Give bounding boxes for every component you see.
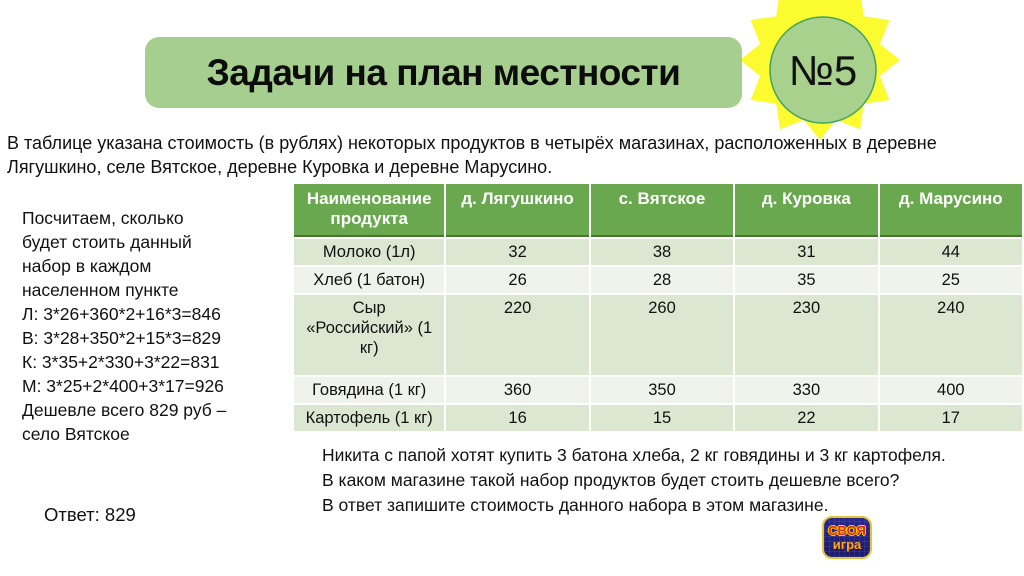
question-line-2: В каком магазине такой набор продуктов б… (322, 470, 900, 490)
solution-line: набор в каждом (22, 256, 152, 276)
table-row: Сыр «Российский» (1 кг) 220 260 230 240 (294, 295, 1022, 375)
logo-text-top: СВОЯ (828, 522, 866, 538)
badge-circle (769, 16, 877, 124)
table-row: Картофель (1 кг) 16 15 22 17 (294, 405, 1022, 431)
price-cell: 44 (879, 239, 1022, 265)
intro-line-1: В таблице указана стоимость (в рублях) н… (7, 133, 937, 153)
price-cell: 28 (590, 267, 734, 293)
product-name-cell: Молоко (1л) (294, 239, 445, 265)
header-vyatskoe: с. Вятское (590, 184, 734, 237)
product-name-cell: Хлеб (1 батон) (294, 267, 445, 293)
product-name-cell: Говядина (1 кг) (294, 377, 445, 403)
table-header-row: Наименование продукта д. Лягушкино с. Вя… (294, 184, 1022, 237)
question-text: Никита с папой хотят купить 3 батона хле… (322, 443, 946, 518)
table-row: Хлеб (1 батон) 26 28 35 25 (294, 267, 1022, 293)
solution-line: В: 3*28+350*2+15*3=829 (22, 328, 222, 348)
solution-note: Посчитаем, сколько будет стоить данный н… (22, 206, 226, 446)
price-cell: 35 (735, 267, 878, 293)
price-cell: 26 (446, 267, 589, 293)
solution-line: Л: 3*26+360*2+16*3=846 (22, 304, 221, 324)
price-cell: 360 (446, 377, 589, 403)
logo-text-bottom: игра (832, 536, 862, 552)
badge-number: №5 (789, 47, 857, 94)
price-cell: 32 (446, 239, 589, 265)
price-cell: 230 (735, 295, 878, 375)
price-cell: 15 (590, 405, 734, 431)
price-cell: 22 (735, 405, 878, 431)
header-product: Наименование продукта (294, 184, 445, 237)
price-cell: 38 (590, 239, 734, 265)
price-cell: 350 (590, 377, 734, 403)
solution-line: К: 3*35+2*330+3*22=831 (22, 352, 220, 372)
price-cell: 330 (735, 377, 878, 403)
header-kurovka: д. Куровка (735, 184, 878, 237)
solution-line: населенном пункте (22, 280, 179, 300)
starburst-icon: №5 (740, 0, 900, 140)
header-marusino: д. Марусино (879, 184, 1022, 237)
price-cell: 17 (879, 405, 1022, 431)
table-row: Говядина (1 кг) 360 350 330 400 (294, 377, 1022, 403)
question-line-3: В ответ запишите стоимость данного набор… (322, 495, 829, 515)
solution-line: Дешевле всего 829 руб – (22, 400, 227, 420)
price-table: Наименование продукта д. Лягушкино с. Вя… (292, 182, 1024, 433)
question-line-1: Никита с папой хотят купить 3 батона хле… (322, 445, 946, 465)
price-cell: 220 (446, 295, 589, 375)
solution-line: Посчитаем, сколько (22, 208, 184, 228)
title-banner: Задачи на план местности (145, 37, 742, 108)
product-name-cell: Картофель (1 кг) (294, 405, 445, 431)
answer-text: Ответ: 829 (44, 504, 136, 525)
header-lyagushkino: д. Лягушкино (446, 184, 589, 237)
badge-star-icon: №5 (740, 0, 900, 140)
price-cell: 31 (735, 239, 878, 265)
table-row: Молоко (1л) 32 38 31 44 (294, 239, 1022, 265)
price-cell: 400 (879, 377, 1022, 403)
solution-line: село Вятское (22, 424, 130, 444)
price-cell: 25 (879, 267, 1022, 293)
intro-line-2: Лягушкино, селе Вятское, деревне Куровка… (7, 157, 553, 177)
svoya-igra-logo: СВОЯ игра (822, 516, 872, 559)
product-name-cell: Сыр «Российский» (1 кг) (294, 295, 445, 375)
solution-line: М: 3*25+2*400+3*17=926 (22, 376, 224, 396)
price-cell: 240 (879, 295, 1022, 375)
intro-text: В таблице указана стоимость (в рублях) н… (7, 131, 937, 179)
slide-title: Задачи на план местности (206, 51, 681, 93)
price-cell: 260 (590, 295, 734, 375)
price-cell: 16 (446, 405, 589, 431)
solution-line: будет стоить данный (22, 232, 192, 252)
